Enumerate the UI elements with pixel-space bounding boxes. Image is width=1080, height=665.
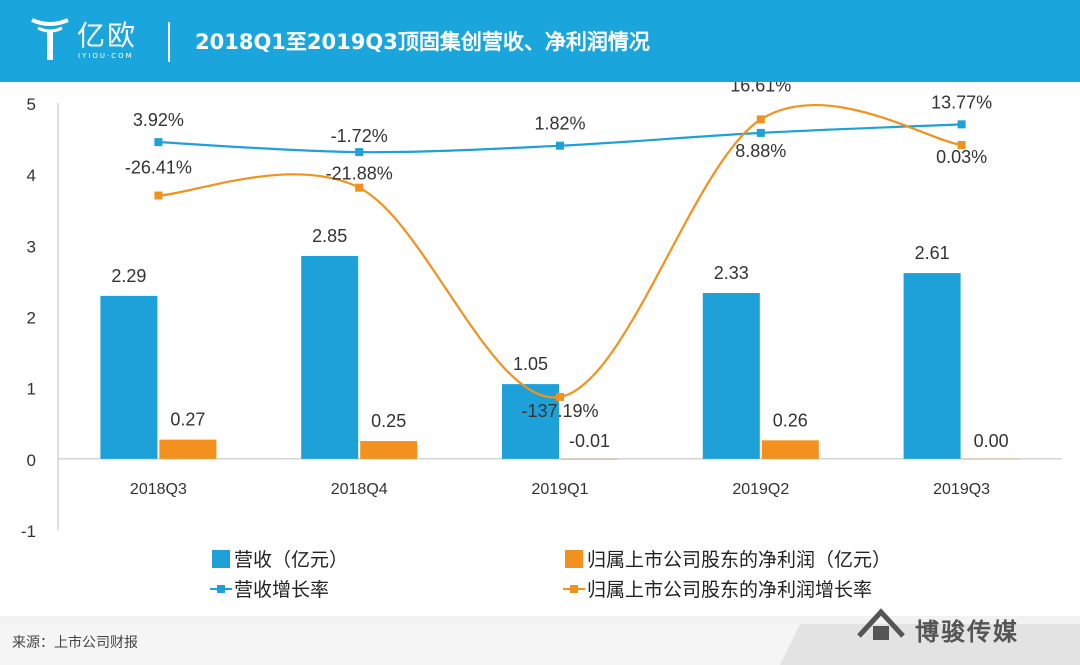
chart-axes: 5 4 3 2 1 0 -1 2018Q3 2018Q4 2019Q1 2019Q2 2019Q3: [21, 95, 1062, 541]
legend-label: 营收增长率: [234, 579, 329, 601]
profit-growth-marker: [556, 392, 564, 401]
brand-subtitle: IYIOU·COM: [78, 52, 134, 60]
profit-bar: [962, 458, 1020, 460]
revenue-bar: [301, 256, 359, 459]
profit-growth-label: -21.88%: [326, 164, 393, 184]
footer-strip: [0, 616, 1080, 624]
y-tick-label: -1: [21, 522, 36, 541]
yiou-logo-icon: [31, 18, 69, 60]
x-tick-label: 2019Q1: [532, 481, 589, 498]
source-note: 来源：上市公司财报: [12, 635, 138, 651]
x-tick-label: 2019Q2: [732, 481, 789, 498]
profit-bar-label: 0.26: [773, 410, 808, 430]
profit-bar-label: 0.00: [974, 431, 1009, 451]
legend-swatch: [565, 550, 583, 568]
revenue-bar: [100, 295, 158, 459]
revenue-growth-marker: [957, 120, 966, 129]
revenue-growth-label: 1.82%: [534, 114, 585, 134]
legend-label: 归属上市公司股东的净利润（亿元）: [587, 549, 891, 571]
revenue-bar: [502, 384, 559, 459]
revenue-bar-label: 2.85: [312, 226, 347, 246]
brand-name: 亿欧: [77, 19, 138, 52]
profit-bar-label: 0.27: [170, 410, 205, 430]
profit-growth-marker: [355, 183, 364, 192]
profit-bar: [761, 440, 819, 459]
footer-band: [0, 616, 1080, 665]
y-tick-label: 5: [27, 95, 36, 114]
legend-swatch: [212, 550, 230, 568]
profit-bar: [360, 441, 418, 459]
x-tick-label: 2018Q3: [130, 481, 187, 498]
profit-growth-marker: [756, 115, 765, 124]
y-tick-label: 2: [27, 309, 36, 328]
profit-growth-label: -26.41%: [125, 158, 192, 178]
profit-growth-label: 16.61%: [730, 82, 791, 95]
revenue-bar-label: 2.33: [714, 263, 749, 283]
legend-label: 归属上市公司股东的净利润增长率: [587, 579, 872, 601]
bojun-logo-icon: [857, 608, 905, 640]
revenue-bar-label: 1.05: [513, 354, 548, 374]
footer-brand: 博骏传媒: [915, 618, 1019, 646]
revenue-growth-label: 3.92%: [133, 110, 184, 130]
header-bar: 亿欧 IYIOU·COM 2018Q1至2019Q3顶固集创营收、净利润情况: [0, 0, 1080, 82]
revenue-bar: [903, 273, 961, 459]
profit-bar: [561, 458, 618, 460]
profit-growth-label: 0.03%: [936, 147, 987, 167]
chart-title: 2018Q1至2019Q3顶固集创营收、净利润情况: [195, 30, 650, 54]
header-divider: [168, 22, 170, 62]
legend-marker: [570, 585, 578, 593]
revenue-bar-label: 2.61: [915, 243, 950, 263]
y-tick-label: 4: [27, 166, 36, 185]
chart-labels: 2.29 2.85 1.05 2.33 2.61 0.27 0.25 -0.01 0.26 0.0…: [111, 82, 1008, 451]
revenue-bar-label: 2.29: [111, 266, 146, 286]
footer-left-band: [0, 624, 800, 665]
x-tick-label: 2019Q3: [933, 481, 990, 498]
chart-area: 5 4 3 2 1 0 -1 2018Q3 2018Q4 2019Q1 2019Q2 2019Q3 2…: [0, 82, 1080, 665]
revenue-growth-marker: [556, 141, 564, 150]
y-tick-label: 0: [27, 451, 36, 470]
chart-bars: [100, 256, 1020, 460]
legend-marker: [217, 585, 225, 593]
revenue-growth-marker: [355, 148, 364, 157]
profit-growth-label: -137.19%: [521, 401, 598, 421]
revenue-bar: [702, 293, 760, 459]
profit-bar: [159, 439, 217, 459]
revenue-growth-label: 8.88%: [735, 141, 786, 161]
footer-right-band: [780, 624, 1080, 665]
revenue-growth-label: -1.72%: [331, 126, 388, 146]
legend-label: 营收（亿元）: [234, 549, 348, 571]
profit-growth-marker: [154, 191, 163, 200]
y-tick-label: 1: [27, 380, 36, 399]
x-tick-label: 2018Q4: [331, 481, 388, 498]
profit-growth-marker: [957, 140, 966, 149]
profit-bar-label: -0.01: [569, 431, 610, 451]
profit-bar-label: 0.25: [371, 411, 406, 431]
revenue-growth-marker: [154, 138, 163, 147]
revenue-growth-marker: [756, 128, 765, 137]
y-tick-label: 3: [27, 237, 36, 256]
chart-legend: 营收（亿元） 归属上市公司股东的净利润（亿元） 营收增长率 归属上市公司股东的净利润增…: [210, 549, 891, 601]
revenue-growth-label: 13.77%: [931, 92, 992, 112]
chart-lines: [154, 103, 966, 401]
